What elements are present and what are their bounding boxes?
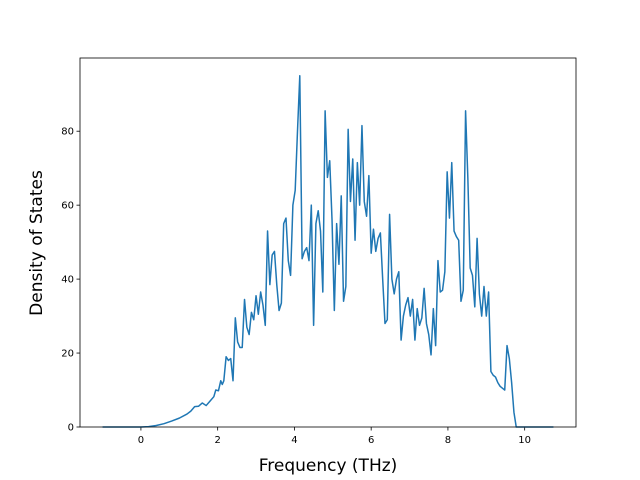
x-tick-label: 6	[368, 435, 374, 446]
y-tick-label: 20	[61, 349, 74, 360]
y-tick-label: 80	[61, 127, 74, 138]
x-tick-label: 2	[214, 435, 220, 446]
y-tick-label: 40	[61, 275, 74, 286]
line-series	[102, 75, 554, 428]
x-tick-label: 8	[445, 435, 451, 446]
y-axis-label: Density of States	[27, 170, 47, 316]
x-axis-label: Frequency (THz)	[259, 456, 398, 476]
x-tick-label: 4	[291, 435, 297, 446]
y-tick-label: 0	[68, 423, 74, 434]
plot-frame	[79, 57, 577, 428]
y-tick-label: 60	[61, 201, 74, 212]
x-tick-label: 10	[518, 435, 531, 446]
x-tick-label: 0	[138, 435, 144, 446]
